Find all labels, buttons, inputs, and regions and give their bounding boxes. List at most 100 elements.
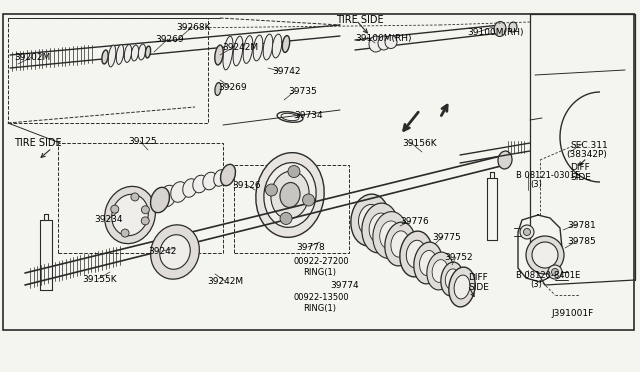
Ellipse shape [391,231,409,257]
Circle shape [548,265,562,279]
Bar [58,143,223,253]
Text: 39155K: 39155K [82,276,116,285]
Circle shape [111,205,119,213]
Text: 39785: 39785 [567,237,596,247]
Ellipse shape [203,172,217,190]
Ellipse shape [214,170,227,186]
Ellipse shape [183,179,197,197]
Ellipse shape [280,183,300,208]
Ellipse shape [102,50,108,64]
Ellipse shape [138,44,146,60]
Text: 39778: 39778 [296,244,324,253]
Text: SIDE: SIDE [468,283,489,292]
Ellipse shape [414,242,442,284]
Text: 39269: 39269 [155,35,184,45]
Text: (3): (3) [530,180,542,189]
Ellipse shape [532,242,558,268]
Ellipse shape [351,194,389,246]
Ellipse shape [256,153,324,237]
Ellipse shape [427,252,453,290]
Text: 00922-27200: 00922-27200 [293,257,349,266]
Ellipse shape [150,225,199,279]
Ellipse shape [445,269,459,289]
Ellipse shape [498,151,512,169]
Bar [234,165,349,253]
Ellipse shape [131,45,139,61]
Ellipse shape [243,36,253,63]
Text: TIRE SIDE: TIRE SIDE [14,138,61,148]
Text: 39242M: 39242M [207,278,243,286]
Text: TIRE SIDE: TIRE SIDE [336,15,383,25]
Ellipse shape [494,22,506,36]
Text: 39734: 39734 [294,110,323,119]
Text: 39742: 39742 [272,67,301,77]
Text: SEC.311: SEC.311 [570,141,608,150]
Text: 39126: 39126 [232,180,260,189]
Ellipse shape [272,34,282,58]
Ellipse shape [373,212,407,259]
Circle shape [141,217,149,225]
Ellipse shape [369,36,383,52]
Ellipse shape [282,36,290,52]
Text: 39242M: 39242M [222,44,258,52]
Text: 00922-13500: 00922-13500 [293,294,349,302]
Ellipse shape [526,236,564,274]
Text: 39234: 39234 [94,215,122,224]
Text: J391001F: J391001F [551,308,593,317]
Ellipse shape [369,213,391,243]
Ellipse shape [150,187,170,213]
Ellipse shape [385,222,415,266]
Ellipse shape [112,194,148,236]
Text: 39269: 39269 [218,83,246,93]
Text: B 08120-8401E: B 08120-8401E [516,270,580,279]
Text: 39781: 39781 [567,221,596,230]
Ellipse shape [378,36,390,50]
Ellipse shape [215,45,223,65]
Ellipse shape [263,34,273,60]
Ellipse shape [116,45,124,64]
Ellipse shape [124,45,132,62]
Ellipse shape [441,262,463,296]
Ellipse shape [145,46,150,58]
Ellipse shape [454,275,470,299]
Circle shape [280,212,292,224]
Ellipse shape [406,240,426,268]
Ellipse shape [358,205,381,235]
Ellipse shape [253,35,263,61]
Bar [3,14,634,330]
Text: 39242: 39242 [148,247,177,257]
Text: 39125: 39125 [128,138,157,147]
Ellipse shape [215,83,221,96]
Text: B 08121-0301E: B 08121-0301E [516,170,580,180]
Text: 39752: 39752 [444,253,472,263]
Ellipse shape [385,35,397,48]
Circle shape [141,206,149,214]
Ellipse shape [193,175,207,193]
Circle shape [131,193,139,201]
Ellipse shape [171,182,188,202]
Bar [8,18,208,123]
Ellipse shape [400,231,432,277]
Ellipse shape [362,203,398,253]
Text: RING(1): RING(1) [303,304,336,312]
Ellipse shape [271,171,309,219]
Text: RING(1): RING(1) [303,269,336,278]
Circle shape [288,166,300,177]
Text: (3): (3) [530,280,542,289]
Text: 39202M: 39202M [14,54,51,62]
Ellipse shape [160,235,190,269]
Text: 39776: 39776 [400,218,429,227]
Circle shape [524,228,531,235]
Ellipse shape [432,260,448,282]
Text: SIDE: SIDE [570,173,591,183]
Text: (38342P): (38342P) [566,151,607,160]
Ellipse shape [449,267,475,307]
Text: 39735: 39735 [288,87,317,96]
Circle shape [552,269,559,276]
Text: 39775: 39775 [432,232,461,241]
Ellipse shape [221,164,236,186]
Circle shape [520,225,534,239]
Ellipse shape [104,186,156,244]
Text: 39774: 39774 [330,280,358,289]
Text: 39156K: 39156K [402,138,436,148]
